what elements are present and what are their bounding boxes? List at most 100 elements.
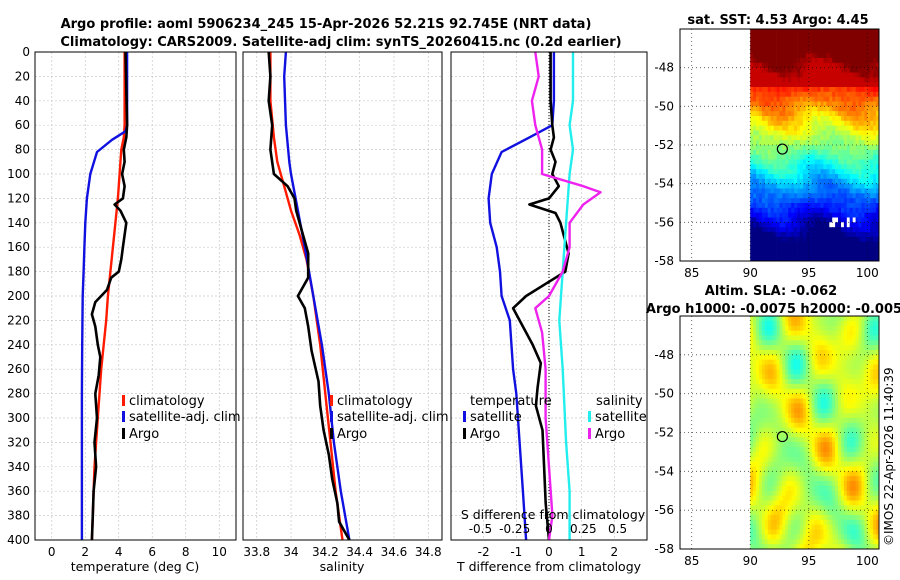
heatmap-cell <box>808 96 813 102</box>
heatmap-cell <box>846 544 851 549</box>
heatmap-cell <box>873 116 877 122</box>
heatmap-cell <box>843 183 848 189</box>
heatmap-cell <box>759 316 763 322</box>
heatmap-cell <box>858 38 862 44</box>
heatmap-cell <box>756 515 760 521</box>
heatmap-cell <box>823 43 827 49</box>
heatmap-cell <box>817 495 821 501</box>
heatmap-cell <box>820 437 824 443</box>
heatmap-cell <box>817 174 821 180</box>
heatmap-cell <box>770 48 774 54</box>
heatmap-cell <box>864 188 868 194</box>
heatmap-cell <box>820 251 824 257</box>
heatmap-cell <box>820 120 824 126</box>
heatmap-cell <box>794 461 798 467</box>
heatmap-cell <box>823 183 827 189</box>
heatmap-cell <box>805 256 810 261</box>
heatmap-cell <box>753 330 757 336</box>
heatmap-cell <box>826 403 830 409</box>
heatmap-cell <box>750 427 754 433</box>
heatmap-cell <box>843 354 848 361</box>
heatmap-cell <box>855 354 859 361</box>
heatmap-cell <box>779 427 783 433</box>
heatmap-cell <box>759 524 763 530</box>
heatmap-cell <box>808 485 813 492</box>
heatmap-cell <box>855 236 859 242</box>
heatmap-cell <box>852 77 856 83</box>
heatmap-cell <box>820 217 824 223</box>
heatmap-cell <box>843 62 848 68</box>
heatmap-cell <box>808 417 813 424</box>
temperature-panel: 0204060801001201401601802002202402602803… <box>7 45 241 574</box>
heatmap-cell <box>767 62 772 68</box>
heatmap-cell <box>846 476 851 482</box>
heatmap-cell <box>764 125 769 131</box>
heatmap-cell <box>782 379 786 385</box>
y-tick-label: 320 <box>7 435 30 449</box>
heatmap-cell <box>864 330 868 336</box>
heatmap-cell <box>852 188 856 194</box>
heatmap-cell <box>767 77 772 83</box>
x-tick-label: 34.4 <box>346 545 373 559</box>
heatmap-cell <box>761 403 766 409</box>
series-line-argo <box>267 51 351 541</box>
heatmap-cell <box>794 398 798 404</box>
heatmap-cell <box>805 67 810 73</box>
heatmap-cell <box>794 33 798 39</box>
heatmap-cell <box>761 505 766 511</box>
heatmap-cell <box>873 544 877 549</box>
heatmap-cell <box>841 403 845 409</box>
legend-label-satellite: satellite-adj. clim <box>129 410 241 425</box>
heatmap-cell <box>832 379 836 385</box>
heatmap-cell <box>756 403 760 409</box>
heatmap-cell <box>867 140 871 146</box>
heatmap-cell <box>838 246 842 252</box>
heatmap-cell <box>835 96 839 102</box>
heatmap-cell <box>756 154 760 160</box>
heatmap-cell <box>776 159 780 165</box>
heatmap-cell <box>832 164 836 170</box>
heatmap-cell <box>870 203 874 209</box>
heatmap-cell <box>773 53 777 59</box>
heatmap-cell <box>791 72 795 78</box>
heatmap-cell <box>832 207 836 213</box>
heatmap-cell <box>761 471 766 477</box>
heatmap-cell <box>870 140 874 146</box>
heatmap-cell <box>835 212 839 218</box>
heatmap-cell <box>823 232 827 238</box>
heatmap-cell <box>820 91 824 97</box>
heatmap-cell <box>776 101 780 107</box>
heatmap-cell <box>814 350 818 356</box>
heatmap-cell <box>870 539 874 545</box>
heatmap-cell <box>835 178 839 184</box>
heatmap-cell <box>753 29 757 35</box>
heatmap-cell <box>826 217 830 223</box>
heatmap-cell <box>756 145 760 151</box>
heatmap-cell <box>764 188 769 194</box>
heatmap-cell <box>811 62 815 68</box>
heatmap-cell <box>750 198 754 204</box>
heatmap-cell <box>788 174 792 180</box>
heatmap-cell <box>759 320 763 327</box>
heatmap-cell <box>776 466 780 472</box>
heatmap-cell <box>767 539 772 545</box>
heatmap-cell <box>779 379 783 385</box>
heatmap-cell <box>797 524 801 530</box>
heatmap-cell <box>782 422 786 429</box>
longitude-tick-label: 95 <box>801 554 816 568</box>
heatmap-cell <box>832 354 836 361</box>
heatmap-cell <box>826 398 830 404</box>
heatmap-cell <box>832 495 836 501</box>
heatmap-cell <box>835 432 839 438</box>
heatmap-cell <box>797 447 801 453</box>
heatmap-cell <box>873 510 877 516</box>
heatmap-cell <box>876 393 879 399</box>
heatmap-cell <box>855 539 859 545</box>
heatmap-cell <box>846 232 851 238</box>
heatmap-cell <box>802 91 807 97</box>
heatmap-cell <box>802 212 807 218</box>
heatmap-cell <box>811 529 815 535</box>
heatmap-cell <box>870 413 874 419</box>
heatmap-cell <box>849 251 853 257</box>
heatmap-cell <box>791 38 795 44</box>
